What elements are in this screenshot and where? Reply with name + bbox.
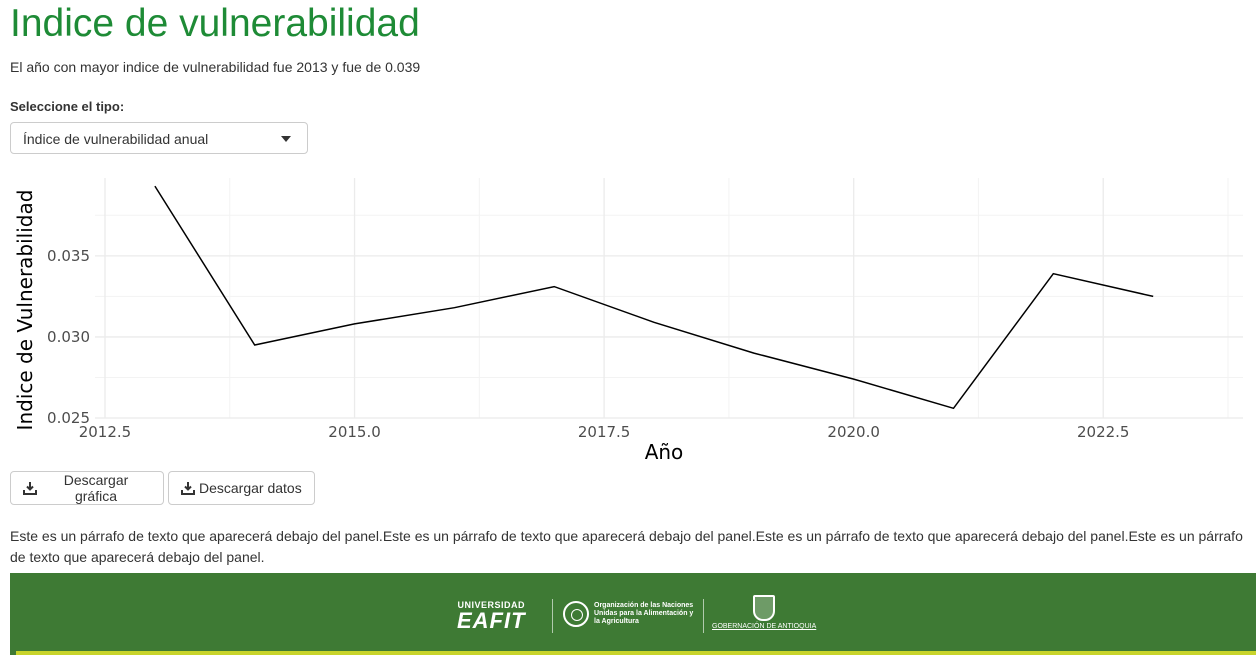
download-data-button[interactable]: Descargar datos bbox=[168, 471, 315, 505]
footer-stripe bbox=[16, 651, 1256, 655]
y-axis-title: Indice de Vulnerabilidad bbox=[13, 190, 37, 431]
shield-icon bbox=[753, 595, 776, 621]
download-data-label: Descargar datos bbox=[199, 480, 302, 496]
gobernacion-logo-text: GOBERNACIÓN DE ANTIOQUIA bbox=[712, 623, 817, 630]
eafit-logo-line1: UNIVERSIDAD bbox=[457, 600, 526, 610]
fao-logo: Organización de las Naciones Unidas para… bbox=[563, 601, 694, 627]
y-tick-label: 0.035 bbox=[47, 247, 90, 265]
logo-divider bbox=[552, 599, 553, 633]
download-plot-label: Descargar gráfica bbox=[63, 472, 129, 504]
x-axis-title: Año bbox=[645, 440, 684, 464]
fao-logo-text: Organización de las Naciones Unidas para… bbox=[594, 602, 694, 625]
eafit-logo: UNIVERSIDAD EAFIT bbox=[457, 600, 526, 632]
eafit-logo-line2: EAFIT bbox=[457, 608, 526, 633]
x-tick-label: 2020.0 bbox=[827, 423, 880, 441]
summary-text: El año con mayor indice de vulnerabilida… bbox=[10, 59, 421, 75]
download-icon bbox=[181, 481, 195, 495]
download-icon bbox=[23, 481, 37, 495]
data-series-line bbox=[154, 185, 1154, 410]
type-select[interactable]: Índice de vulnerabilidad anual bbox=[10, 122, 308, 154]
vulnerability-chart: 2012.5 2015.0 2017.5 2020.0 2022.5 0.025 0.030… bbox=[13, 178, 1243, 464]
description-paragraph: Este es un párrafo de texto que aparecer… bbox=[10, 528, 1243, 565]
logo-divider bbox=[703, 599, 704, 633]
chevron-down-icon bbox=[281, 136, 291, 142]
footer-banner: UNIVERSIDAD EAFIT Organización de las Na… bbox=[10, 573, 1256, 655]
type-select-label: Seleccione el tipo: bbox=[10, 99, 125, 114]
y-tick-label: 0.025 bbox=[47, 409, 90, 427]
fao-seal-icon bbox=[563, 601, 589, 627]
y-tick-label: 0.030 bbox=[47, 328, 90, 346]
download-plot-button[interactable]: Descargar gráfica bbox=[10, 471, 164, 505]
x-tick-label: 2022.5 bbox=[1077, 423, 1130, 441]
gobernacion-logo: GOBERNACIÓN DE ANTIOQUIA bbox=[712, 595, 816, 630]
type-select-value: Índice de vulnerabilidad anual bbox=[23, 131, 209, 147]
x-tick-label: 2015.0 bbox=[328, 423, 381, 441]
x-tick-label: 2012.5 bbox=[79, 423, 132, 441]
page-title: Indice de vulnerabilidad bbox=[10, 2, 420, 45]
x-tick-label: 2017.5 bbox=[578, 423, 631, 441]
